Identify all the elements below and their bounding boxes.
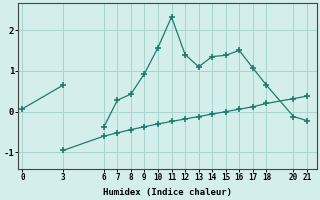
X-axis label: Humidex (Indice chaleur): Humidex (Indice chaleur)	[103, 188, 232, 197]
